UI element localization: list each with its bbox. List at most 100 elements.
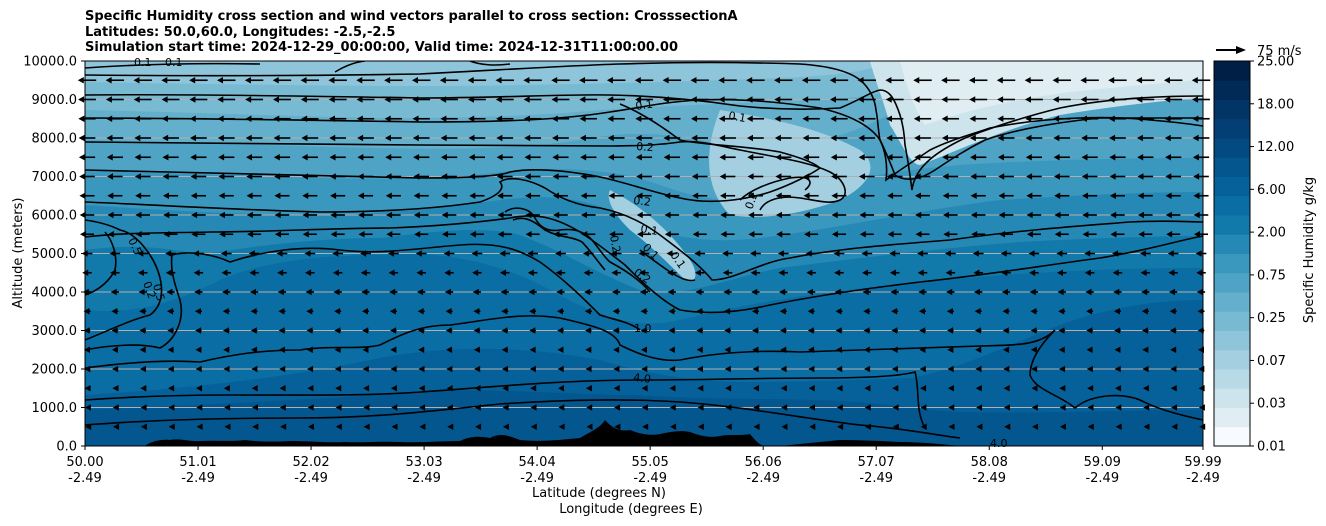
wind-vector (662, 77, 682, 84)
wind-vector (195, 327, 202, 334)
wind-vector (111, 346, 118, 353)
wind-vector (334, 365, 341, 373)
wind-vector (165, 269, 176, 276)
wind-vector (300, 96, 319, 103)
wind-vector (418, 346, 425, 353)
wind-vector (278, 327, 286, 334)
wind-vector (133, 96, 152, 103)
wind-vector (385, 192, 401, 199)
wind-vector (495, 96, 514, 103)
wind-vector (1081, 154, 1098, 161)
wind-vector (697, 404, 704, 411)
wind-vector (1052, 96, 1071, 103)
contour-label: 0.2 (743, 190, 761, 211)
wind-vector (525, 211, 540, 219)
wind-vector (859, 231, 874, 238)
wind-vector (890, 288, 899, 296)
wind-vector (334, 346, 341, 353)
wind-vector (942, 192, 958, 199)
wind-vector (384, 115, 403, 122)
wind-vector (523, 96, 542, 103)
wind-vector (724, 346, 731, 353)
wind-vector (391, 423, 398, 430)
wind-vector (943, 231, 958, 238)
y-tick-label: 6000.0 (32, 209, 78, 224)
wind-vector (1002, 327, 1010, 334)
wind-vector (390, 365, 397, 373)
wind-vector (446, 385, 453, 392)
wind-vector (83, 327, 91, 334)
contour-line (85, 371, 926, 429)
wind-vector (384, 134, 402, 142)
x-axis-label-lat: Latitude (degrees N) (532, 486, 666, 501)
wind-vector (668, 308, 676, 315)
wind-vector (998, 173, 1014, 180)
wind-vector (110, 288, 119, 296)
wind-vector (608, 173, 624, 180)
contour-line (85, 140, 846, 211)
wind-vector (1030, 327, 1038, 334)
wind-vector (861, 250, 873, 257)
wind-vector (778, 269, 788, 276)
wind-vector (1003, 346, 1010, 353)
wind-vector (718, 115, 737, 122)
wind-vector (1029, 269, 1039, 276)
wind-vector (556, 288, 565, 296)
wind-vector (1164, 134, 1182, 142)
wind-vector (1082, 211, 1097, 219)
wind-vector (1059, 365, 1066, 373)
wind-vector (1059, 423, 1066, 430)
wind-vector (217, 77, 236, 84)
contour-label: 0.1 (727, 109, 746, 125)
wind-vector (245, 134, 263, 142)
x-tick-label-lon: -2.49 (746, 471, 780, 486)
wind-vector (835, 346, 842, 353)
wind-vector (224, 423, 231, 430)
contour-label: 4.0 (633, 371, 652, 386)
wind-vector (529, 327, 536, 334)
wind-vector (472, 269, 482, 276)
wind-vector (277, 269, 287, 276)
wind-vector (219, 231, 234, 238)
wind-vector (725, 385, 732, 392)
wind-vector (777, 250, 789, 257)
x-tick-label-lon: -2.49 (1186, 471, 1220, 486)
wind-vector (551, 77, 570, 84)
wind-vector (447, 423, 454, 430)
wind-vector (1165, 173, 1181, 180)
wind-vector (220, 250, 232, 257)
wind-vector (1138, 211, 1153, 219)
wind-vector (334, 327, 341, 334)
wind-vector (135, 192, 151, 199)
wind-vector (279, 365, 286, 373)
wind-vector (362, 346, 369, 353)
wind-vector (775, 173, 792, 180)
wind-vector (218, 211, 234, 219)
colorbar-band (1214, 426, 1250, 447)
wind-vector (1059, 385, 1066, 392)
wind-vector (781, 404, 788, 411)
wind-vector (524, 154, 541, 161)
wind-vector (1052, 77, 1071, 84)
wind-vector (445, 308, 453, 315)
wind-vector (919, 327, 926, 334)
wind-vector (440, 115, 458, 122)
wind-vector (558, 404, 565, 411)
wind-vector (1109, 154, 1126, 161)
wind-vector (1000, 250, 1012, 257)
wind-vector (446, 365, 453, 373)
wind-vector (857, 77, 877, 84)
wind-vector (1086, 327, 1093, 334)
wind-vector (167, 365, 174, 373)
wind-vector (1136, 96, 1155, 103)
wind-vector (251, 385, 258, 392)
wind-vector (863, 327, 871, 334)
x-tick-label-lon: -2.49 (407, 471, 441, 486)
wind-vector (641, 365, 648, 373)
wind-vector (635, 134, 653, 142)
wind-vector (1024, 77, 1044, 84)
wind-vector (750, 250, 761, 257)
wind-vector (859, 211, 875, 219)
wind-vector (781, 423, 788, 430)
wind-vector (111, 327, 119, 334)
